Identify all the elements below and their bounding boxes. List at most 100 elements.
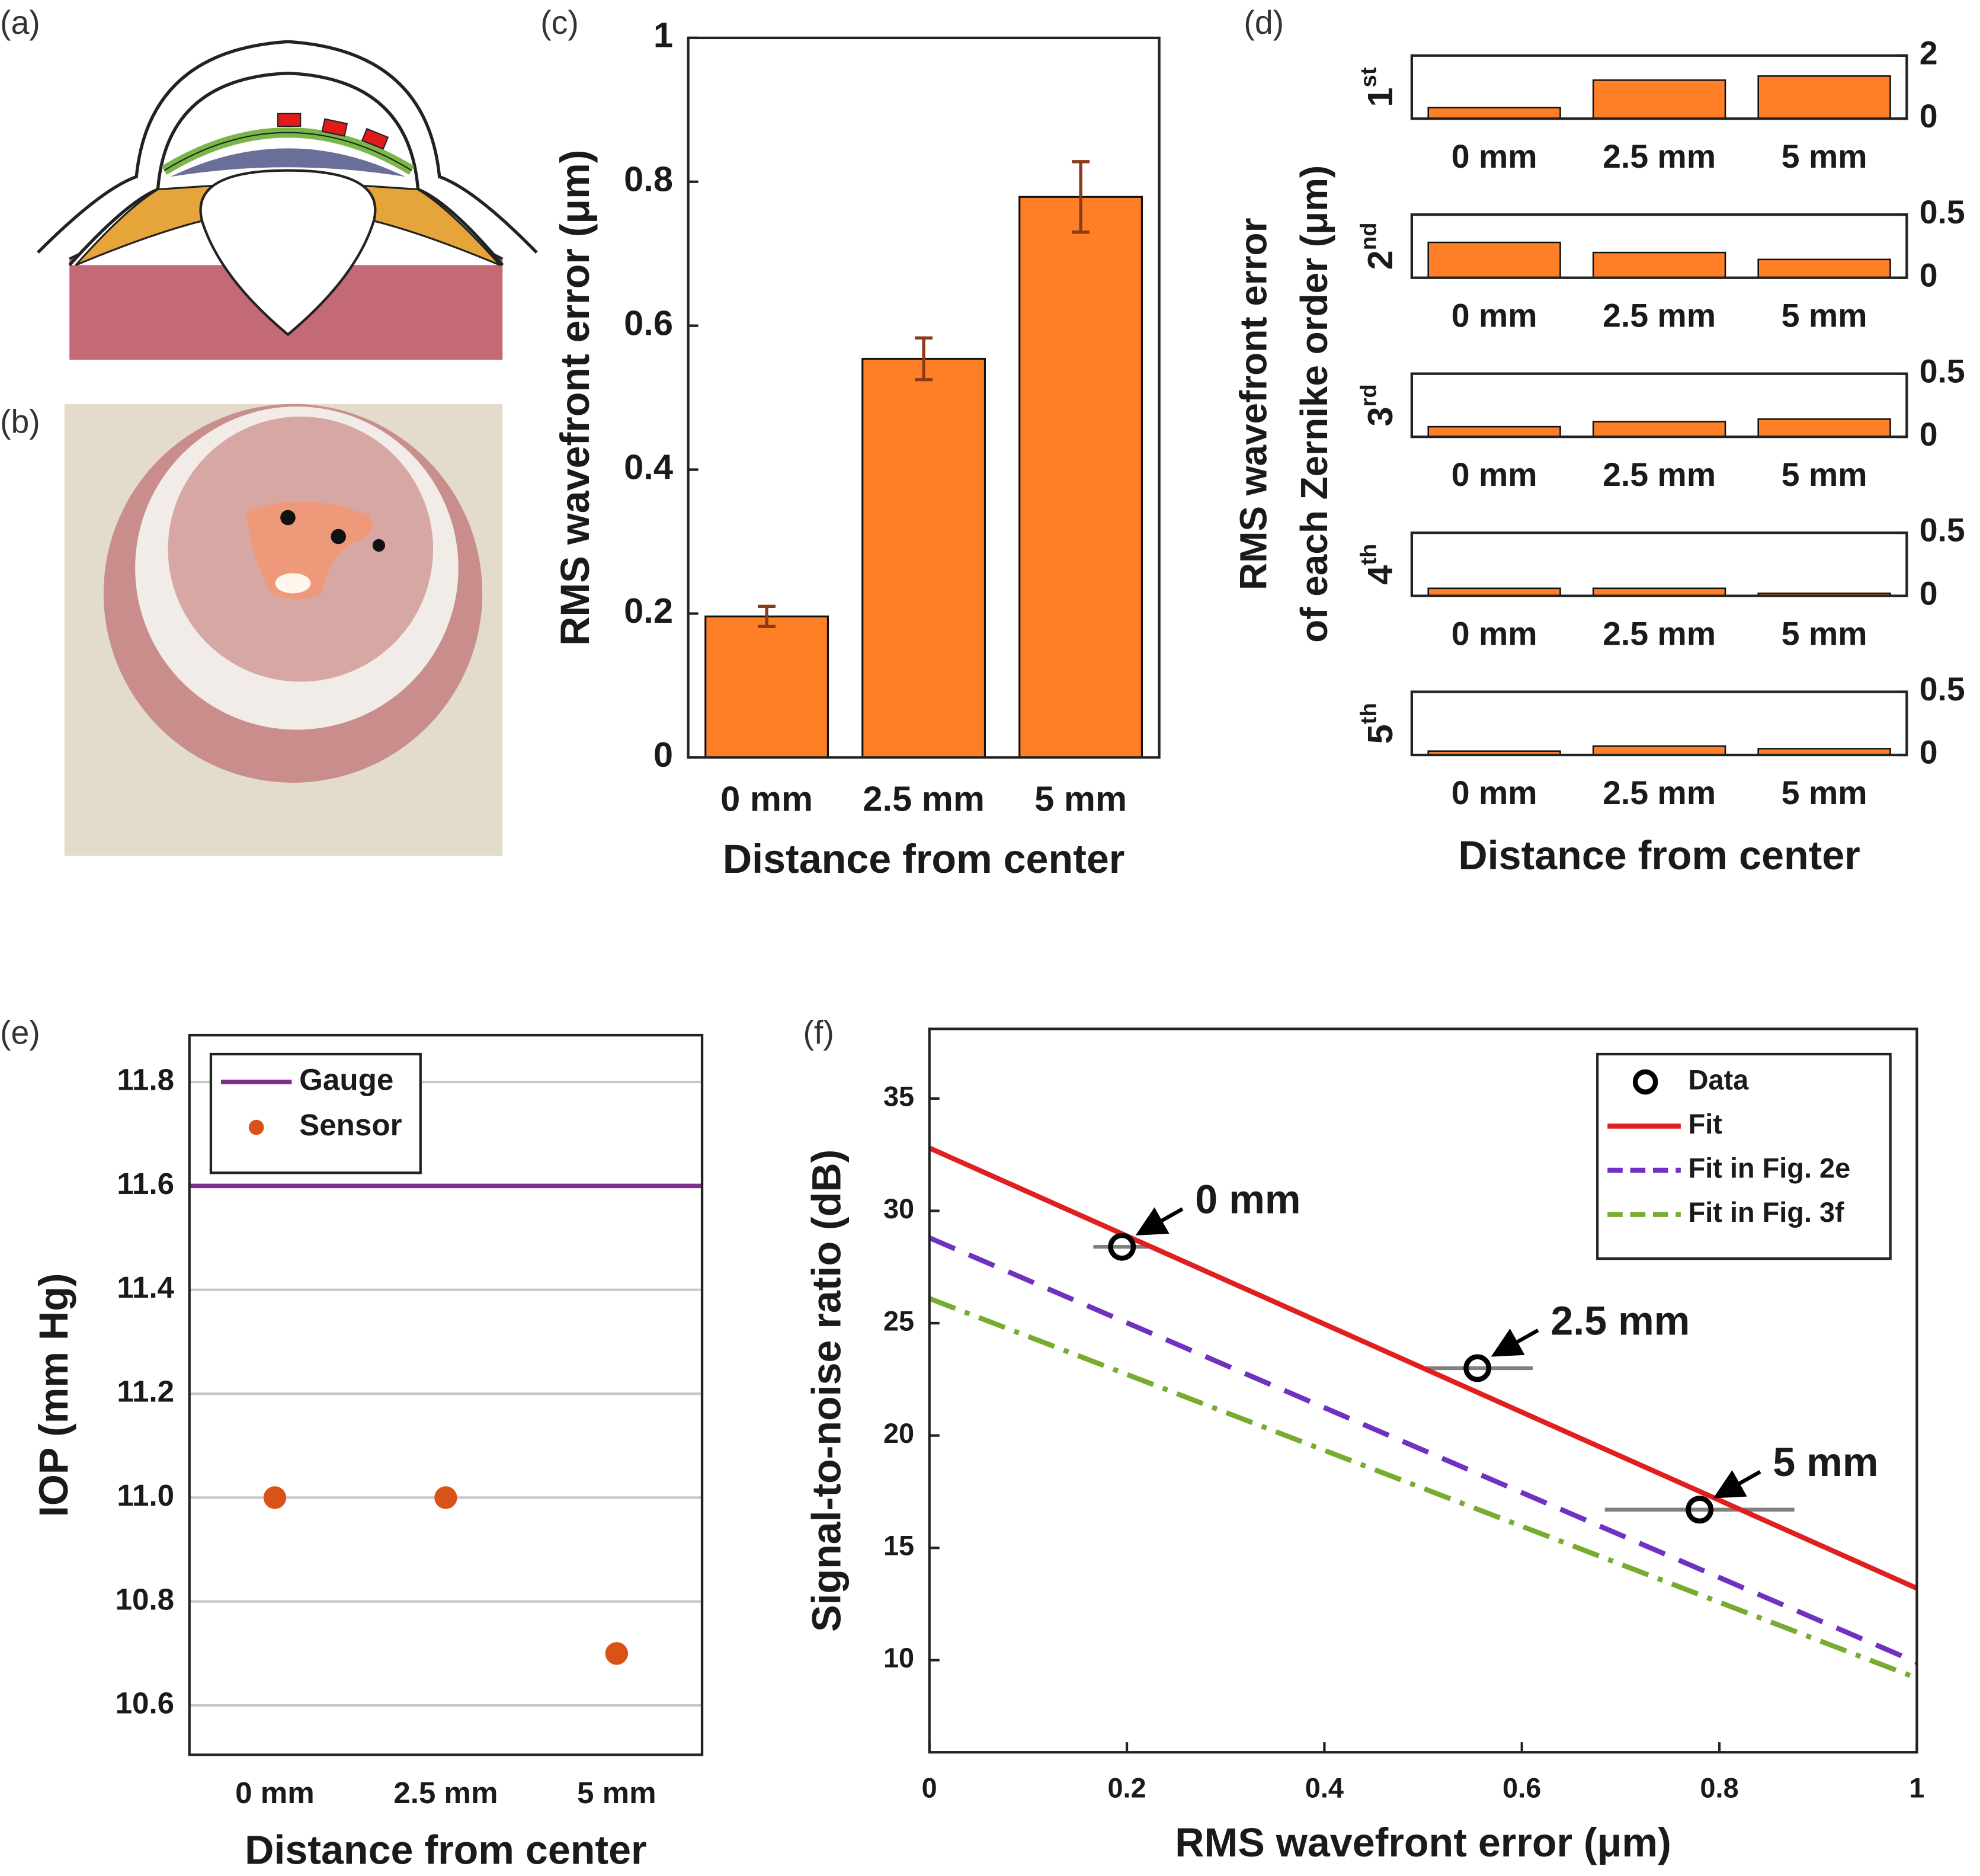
y-tick-label: 11.4 (117, 1270, 174, 1304)
bar (1757, 75, 1891, 120)
y-tick-label: 11.8 (117, 1062, 174, 1096)
error-bar (1072, 160, 1090, 234)
y-tick-label: 0 (1920, 575, 1938, 612)
y-tick-label: 0 (1920, 416, 1938, 453)
y-tick-label: 0 (1920, 734, 1938, 771)
data-point (605, 1642, 629, 1665)
legend-swatch (1632, 1069, 1658, 1095)
bar (1018, 196, 1143, 758)
eye-photo (64, 404, 503, 856)
x-tick-label: 5 mm (1782, 138, 1867, 175)
x-tick-label: 0 mm (720, 779, 813, 819)
panel-order-label: 2nd (1356, 222, 1400, 270)
x-axis-label: Distance from center (723, 837, 1124, 882)
x-axis-label: Distance from center (1458, 833, 1860, 878)
sensor-patch (246, 501, 372, 600)
bar (1592, 421, 1726, 438)
x-tick-label: 5 mm (1782, 456, 1867, 493)
y-tick-label: 0.6 (624, 303, 673, 342)
legend-label: Sensor (299, 1108, 402, 1142)
order-suffix: st (1356, 67, 1382, 87)
x-axis-label: Distance from center (245, 1828, 646, 1873)
x-tick-label: 0.8 (1700, 1773, 1738, 1804)
axes-box (1410, 531, 1908, 597)
x-tick-label: 2.5 mm (1603, 138, 1716, 175)
fit-line (928, 1296, 1918, 1681)
x-tick-label: 0.4 (1305, 1773, 1344, 1804)
x-tick-label: 5 mm (1782, 615, 1867, 652)
bar (1427, 425, 1561, 438)
bar (1757, 258, 1891, 278)
legend-label: Data (1689, 1064, 1750, 1095)
y-tick-label: 0 (1920, 257, 1938, 293)
data-point (434, 1486, 457, 1509)
order-number: 1 (1360, 87, 1400, 107)
order-number: 5 (1360, 724, 1400, 744)
data-point (1108, 1232, 1136, 1261)
y-tick-label: 2 (1920, 34, 1938, 71)
error-bar (915, 336, 933, 382)
bar (1427, 241, 1561, 278)
annotation: 5 mm (1773, 1440, 1878, 1485)
x-tick-label: 2.5 mm (1603, 456, 1716, 493)
legend-label: Fit (1689, 1109, 1723, 1139)
axes-box (1410, 372, 1908, 438)
sensor-dot (331, 529, 346, 545)
order-number: 3 (1360, 406, 1400, 426)
y-tick-label: 0.8 (624, 159, 673, 199)
y-tick-label: 11.2 (117, 1375, 174, 1408)
panel-order-label: 3rd (1356, 384, 1400, 427)
bar (1592, 251, 1726, 278)
y-tick-label: 0.4 (624, 447, 673, 486)
bar (704, 615, 829, 758)
axes-box (1410, 213, 1908, 279)
x-tick-label: 5 mm (577, 1776, 656, 1810)
y-tick-label: 11.0 (117, 1478, 174, 1512)
x-tick-label: 5 mm (1782, 297, 1867, 334)
annotation-arrow (1713, 1470, 1761, 1499)
sensor-dot (372, 539, 386, 552)
order-number: 2 (1360, 250, 1400, 270)
y-tick-label: 20 (883, 1418, 914, 1449)
y-tick-label: 0 (653, 735, 673, 774)
annotation: 2.5 mm (1550, 1298, 1690, 1343)
data-point (1463, 1354, 1492, 1382)
data-point (1686, 1496, 1714, 1524)
y-tick-label: 0.5 (1920, 671, 1965, 707)
y-tick-label: 1 (653, 15, 673, 55)
y-axis-label: Signal-to-noise ratio (dB) (804, 1150, 849, 1632)
x-tick-label: 0 mm (1452, 615, 1537, 652)
error-bar (758, 604, 776, 628)
x-tick-label: 5 mm (1034, 779, 1127, 819)
eye-diagram (37, 40, 538, 360)
fit-line (928, 1235, 1918, 1665)
x-tick-label: 2.5 mm (863, 779, 985, 819)
x-axis-label: RMS wavefront error (μm) (1175, 1820, 1671, 1865)
x-tick-label: 0.6 (1502, 1773, 1541, 1804)
bar (1592, 745, 1726, 756)
y-tick-label: 10.6 (116, 1686, 175, 1720)
y-tick-label: 0.2 (624, 591, 673, 630)
x-tick-label: 0 (922, 1773, 937, 1804)
y-tick-label: 25 (883, 1305, 914, 1336)
x-tick-label: 5 mm (1782, 774, 1867, 811)
sensor-cell (321, 118, 348, 137)
annotation-arrow (1491, 1328, 1539, 1357)
panel-label: (b) (0, 404, 40, 440)
x-tick-label: 0 mm (1452, 138, 1537, 175)
legend-swatch (248, 1119, 264, 1135)
lens (199, 169, 377, 337)
y-tick-label: 0.5 (1920, 353, 1965, 389)
x-tick-label: 1 (1909, 1773, 1924, 1804)
sensor-film-edge (164, 132, 412, 171)
legend-label: Fit in Fig. 2e (1689, 1153, 1851, 1183)
panel-label: (d) (1244, 4, 1284, 41)
annotation: 0 mm (1195, 1177, 1300, 1222)
bar (861, 357, 986, 758)
y-tick-label: 10.8 (116, 1582, 175, 1616)
order-suffix: nd (1356, 222, 1382, 250)
y-tick-label: 0.5 (1920, 512, 1965, 549)
x-tick-label: 0 mm (1452, 297, 1537, 334)
